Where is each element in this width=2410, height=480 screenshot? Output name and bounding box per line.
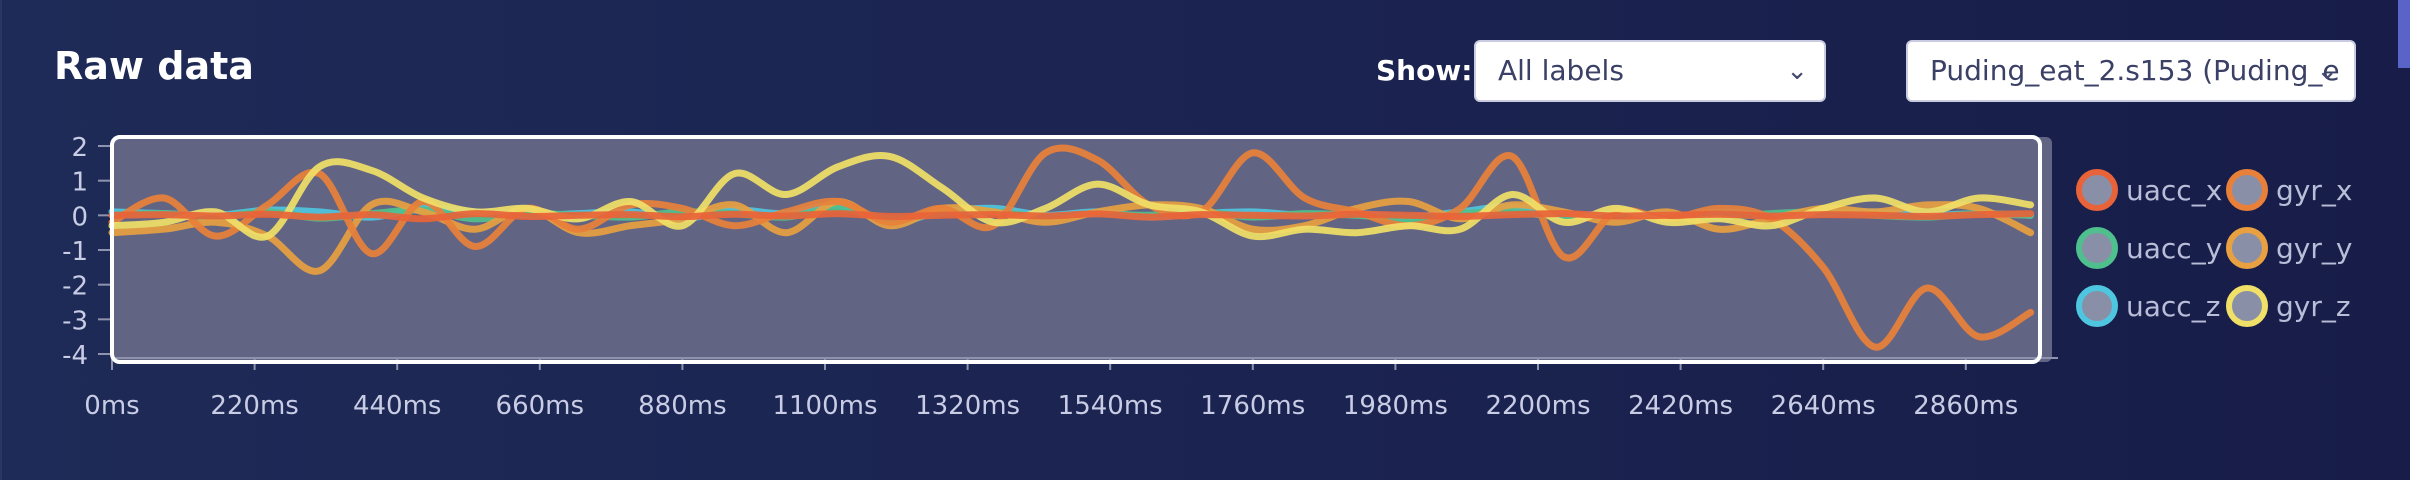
chart-legend: uacc_x uacc_y uacc_z gyr_x gyr_y gyr_z [2076, 168, 2376, 348]
x-tick-label: 880ms [638, 391, 727, 421]
legend-label: uacc_x [2126, 173, 2223, 207]
y-tick-label: -3 [62, 306, 88, 336]
y-tick-label: -1 [62, 237, 88, 267]
x-tick-label: 2200ms [1485, 391, 1590, 421]
show-filter-label: Show: [1376, 54, 1473, 87]
legend-swatch [2226, 169, 2268, 211]
legend-label: gyr_y [2276, 231, 2353, 265]
chevron-down-icon: ⌄ [1786, 56, 1808, 86]
x-tick-label: 1760ms [1200, 391, 1305, 421]
legend-item-gyr_z[interactable]: gyr_z [2226, 284, 2351, 328]
legend-label: gyr_x [2276, 173, 2353, 207]
x-tick-label: 0ms [84, 391, 139, 421]
y-tick-label: 1 [71, 168, 88, 198]
legend-label: uacc_z [2126, 289, 2221, 323]
x-tick-label: 2420ms [1628, 391, 1733, 421]
x-tick-label: 2640ms [1771, 391, 1876, 421]
y-tick-label: 0 [71, 202, 88, 232]
y-tick-label: 2 [71, 133, 88, 163]
x-tick-label: 440ms [353, 391, 442, 421]
plot-area [112, 137, 2052, 362]
legend-item-uacc_z[interactable]: uacc_z [2076, 284, 2220, 328]
legend-swatch [2226, 227, 2268, 269]
legend-item-uacc_x[interactable]: uacc_x [2076, 168, 2222, 212]
legend-item-uacc_y[interactable]: uacc_y [2076, 226, 2222, 270]
series-line-uacc_x [108, 210, 2035, 223]
legend-label: uacc_y [2126, 231, 2223, 265]
x-tick-label: 2860ms [1913, 391, 2018, 421]
x-tick-label: 1980ms [1343, 391, 1448, 421]
series-line-gyr_y [108, 197, 2035, 275]
selection-frame [110, 135, 2042, 364]
legend-swatch [2076, 285, 2118, 327]
panel-title: Raw data [54, 44, 254, 88]
legend-swatch [2076, 169, 2118, 211]
x-tick-label: 1100ms [772, 391, 877, 421]
accent-bar [2398, 0, 2410, 68]
legend-swatch [2076, 227, 2118, 269]
sample-select[interactable]: Puding_eat_2.s153 (Puding_e ⌄ [1906, 40, 2356, 102]
legend-item-gyr_x[interactable]: gyr_x [2226, 168, 2352, 212]
legend-swatch [2226, 285, 2268, 327]
label-filter-value: All labels [1498, 54, 1624, 87]
y-tick-label: -2 [62, 272, 88, 302]
x-tick-label: 1540ms [1058, 391, 1163, 421]
legend-item-gyr_y[interactable]: gyr_y [2226, 226, 2352, 270]
y-tick-label: -4 [62, 341, 88, 371]
x-tick-label: 660ms [496, 391, 585, 421]
legend-label: gyr_z [2276, 289, 2351, 323]
x-tick-label: 220ms [210, 391, 299, 421]
label-filter-select[interactable]: All labels ⌄ [1474, 40, 1826, 102]
series-line-gyr_z [108, 152, 2035, 241]
sample-select-value: Puding_eat_2.s153 (Puding_e [1930, 54, 2340, 87]
x-tick-label: 1320ms [915, 391, 1020, 421]
chevron-down-icon: ⌄ [2316, 56, 2338, 86]
